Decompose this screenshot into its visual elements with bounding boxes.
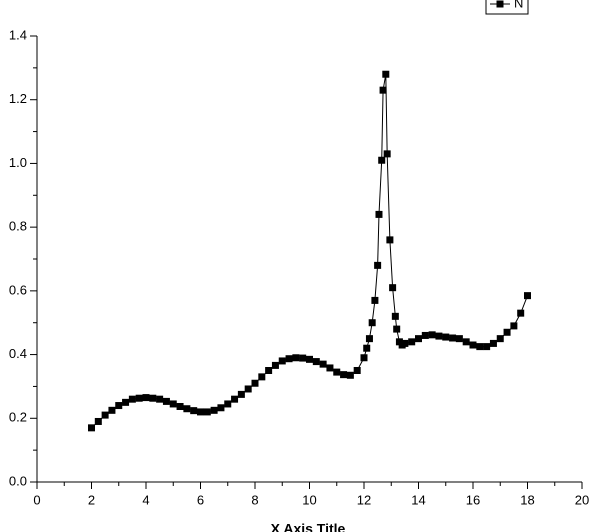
data-point [462,338,470,346]
data-point [306,355,313,363]
data-point [258,373,266,381]
data-point [374,261,382,269]
data-point [455,335,463,343]
data-point [244,385,252,393]
data-point [224,400,232,408]
y-tick-label: 1.4 [9,27,27,42]
x-tick-label: 16 [466,492,480,507]
data-point [115,402,123,410]
data-point [391,312,399,320]
x-tick-label: 18 [520,492,534,507]
data-point [169,400,177,408]
legend-label: N [514,0,523,10]
data-point [312,358,320,366]
data-point [285,355,293,363]
data-point [88,424,95,432]
y-tick-label: 0.6 [9,282,27,297]
x-tick-label: 2 [88,492,95,507]
data-point [156,395,164,403]
y-tick-label: 0.0 [9,473,27,488]
data-point [231,395,239,403]
data-point [108,406,116,414]
data-point [94,417,102,425]
data-point [190,407,198,415]
x-tick-label: 10 [302,492,316,507]
data-point [197,408,204,416]
data-point [271,361,279,369]
data-point [346,371,354,379]
data-point [353,367,361,374]
data-point [378,156,386,164]
y-tick-label: 1.0 [9,155,27,170]
data-point [135,394,143,402]
data-point [408,338,416,346]
data-point [382,70,390,78]
data-point [510,322,518,330]
data-point [442,333,450,341]
x-tick-label: 12 [357,492,371,507]
data-point [383,150,391,158]
data-point [393,325,401,333]
data-point [365,335,373,343]
data-point [375,210,383,218]
data-point [265,367,273,374]
data-point [203,408,211,416]
data-point [176,402,184,410]
data-point [162,397,170,405]
data-point [237,390,245,398]
y-tick-label: 0.8 [9,219,27,234]
data-point [299,354,307,362]
data-point [379,86,387,94]
data-point [128,395,136,403]
data-point [503,328,511,336]
x-tick-label: 0 [33,492,40,507]
data-point [101,411,109,419]
series-line [91,74,528,429]
x-tick-label: 6 [197,492,204,507]
data-point [368,319,376,327]
data-point [363,344,371,352]
y-tick-label: 0.2 [9,410,27,425]
data-point [476,343,484,351]
data-point [449,334,457,342]
y-tick-label: 0.4 [9,346,27,361]
data-point [360,354,368,362]
data-point [386,236,394,244]
data-point [469,341,477,349]
data-point [183,405,191,413]
data-point [415,335,422,343]
data-point [428,331,436,339]
data-point [122,398,130,406]
data-point [371,296,379,304]
data-point [292,354,300,362]
data-point [251,379,259,387]
data-point [319,360,327,368]
legend-marker [496,0,504,8]
data-point [524,292,531,300]
x-tick-label: 4 [142,492,149,507]
data-point [435,332,443,340]
data-point [489,339,497,347]
data-point [517,309,525,317]
x-tick-label: 20 [575,492,589,507]
data-point [278,357,286,365]
data-point [217,404,225,412]
x-tick-label: 8 [251,492,258,507]
data-point [421,331,429,339]
data-point [483,343,491,351]
data-point [326,364,334,372]
data-point [496,335,504,343]
data-point [142,394,150,402]
x-tick-label: 14 [411,492,425,507]
data-point [401,339,409,347]
data-point [333,368,341,376]
y-tick-label: 1.2 [9,91,27,106]
data-point [149,394,157,402]
data-point [389,284,397,292]
data-point [340,371,348,379]
data-point [210,406,218,414]
x-axis-title: X Axis Title [271,521,346,532]
